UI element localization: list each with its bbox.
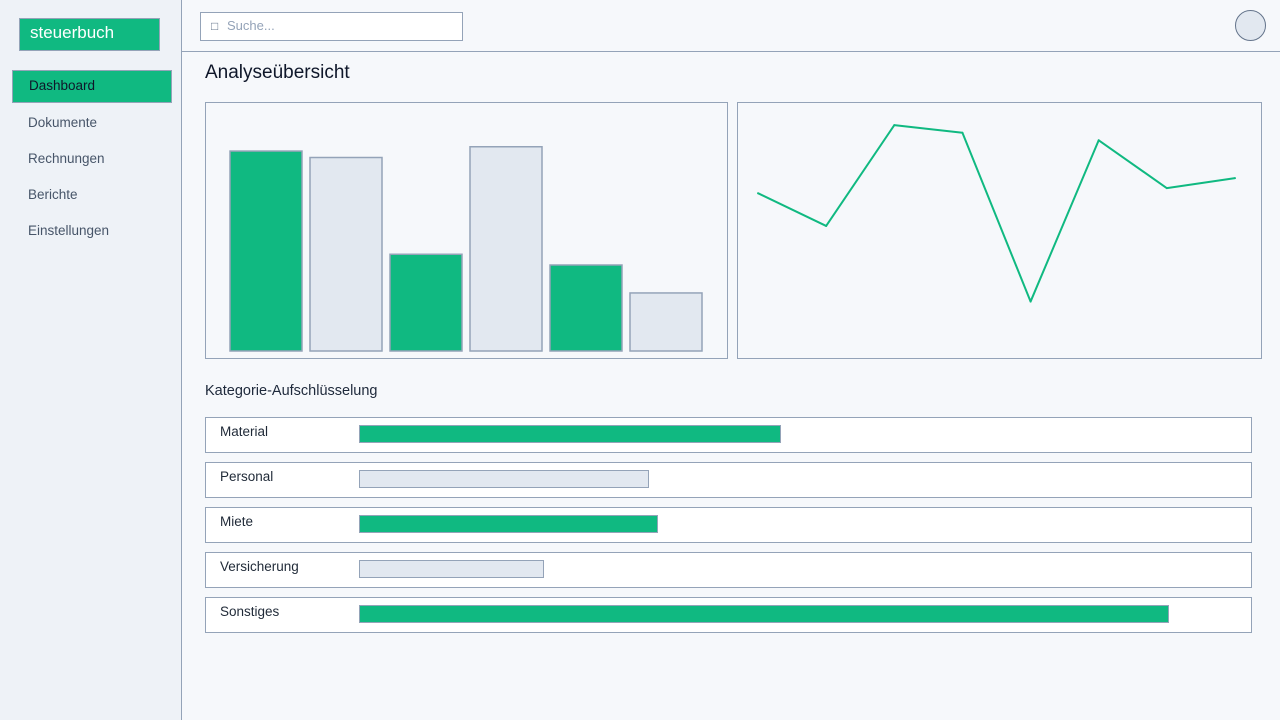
line-point-3: [893, 124, 896, 127]
search-icon: □: [211, 19, 219, 33]
category-bar: [359, 560, 544, 578]
search-input[interactable]: □ Suche...: [200, 12, 463, 41]
category-track: [359, 605, 1239, 623]
line-point-7: [1165, 187, 1168, 190]
category-row: Personal: [205, 462, 1252, 498]
sidebar-item-dokumente[interactable]: Dokumente: [28, 115, 98, 130]
bar-1: [229, 150, 303, 352]
category-bar: [359, 605, 1169, 623]
category-bar: [359, 515, 659, 533]
section-title: Kategorie-Aufschlüsselung: [205, 383, 378, 399]
category-list: Material Personal Miete Versicherung Sonstig…: [205, 417, 1252, 642]
sidebar-item-berichte[interactable]: Berichte: [28, 187, 78, 202]
category-track: [359, 425, 1239, 443]
sidebar-item-rechnungen[interactable]: Rechnungen: [28, 151, 105, 166]
sidebar-item-dashboard[interactable]: Dashboard: [12, 70, 172, 103]
search-placeholder: Suche...: [227, 18, 275, 33]
category-row: Material: [205, 417, 1252, 453]
bar-chart-svg: [229, 146, 703, 352]
category-label: Miete: [220, 514, 254, 529]
app-logo[interactable]: steuerbuch: [19, 18, 160, 51]
category-bar: [359, 470, 650, 488]
category-label: Personal: [220, 469, 274, 484]
bar-2: [309, 156, 383, 352]
line-chart-svg: [757, 124, 1236, 303]
bar-4: [469, 146, 543, 352]
sidebar-item-einstellungen[interactable]: Einstellungen: [28, 223, 110, 238]
line-point-6: [1097, 139, 1100, 142]
category-label: Versicherung: [220, 559, 299, 574]
user-avatar[interactable]: [1235, 10, 1266, 41]
category-row: Miete: [205, 507, 1252, 543]
line-point-2: [825, 224, 828, 227]
line-chart: [737, 102, 1262, 359]
bar-5: [549, 264, 623, 352]
category-track: [359, 515, 1239, 533]
category-row: Versicherung: [205, 552, 1252, 588]
line-point-1: [757, 192, 759, 195]
category-label: Sonstiges: [220, 604, 280, 619]
bar-chart: [205, 102, 728, 359]
bar-3: [389, 253, 463, 352]
category-label: Material: [220, 424, 269, 439]
line-point-5: [1029, 300, 1032, 303]
line-point-4: [961, 131, 964, 134]
series-line: [757, 124, 1236, 303]
line-point-8: [1234, 177, 1236, 180]
bar-6: [629, 292, 703, 352]
category-bar: [359, 425, 782, 443]
category-track: [359, 470, 1239, 488]
category-track: [359, 560, 1239, 578]
page-title: Analyseübersicht: [205, 62, 350, 83]
topbar: □ Suche...: [182, 0, 1280, 52]
category-row: Sonstiges: [205, 597, 1252, 633]
sidebar-nav: Dashboard Dokumente Rechnungen Berichte …: [0, 70, 182, 250]
sidebar: steuerbuch Dashboard Dokumente Rechnunge…: [0, 0, 182, 720]
